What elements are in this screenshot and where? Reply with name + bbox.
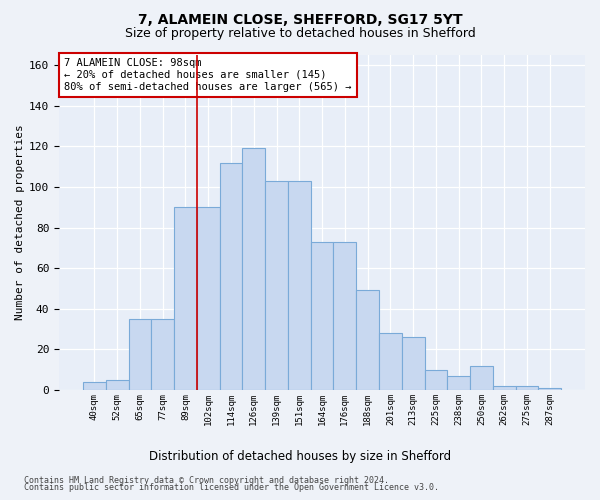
- Text: Size of property relative to detached houses in Shefford: Size of property relative to detached ho…: [125, 28, 475, 40]
- Bar: [356, 290, 379, 390]
- Bar: [220, 162, 242, 390]
- Bar: [515, 386, 538, 390]
- Bar: [311, 242, 334, 390]
- Bar: [128, 319, 151, 390]
- Bar: [106, 380, 128, 390]
- Text: Contains HM Land Registry data © Crown copyright and database right 2024.: Contains HM Land Registry data © Crown c…: [24, 476, 389, 485]
- Bar: [242, 148, 265, 390]
- Bar: [379, 333, 402, 390]
- Bar: [83, 382, 106, 390]
- Bar: [174, 208, 197, 390]
- Bar: [288, 181, 311, 390]
- Bar: [151, 319, 174, 390]
- Text: 7, ALAMEIN CLOSE, SHEFFORD, SG17 5YT: 7, ALAMEIN CLOSE, SHEFFORD, SG17 5YT: [137, 12, 463, 26]
- Bar: [197, 208, 220, 390]
- Y-axis label: Number of detached properties: Number of detached properties: [15, 124, 25, 320]
- Bar: [334, 242, 356, 390]
- Bar: [447, 376, 470, 390]
- Bar: [425, 370, 447, 390]
- Bar: [493, 386, 515, 390]
- Bar: [538, 388, 561, 390]
- Text: Distribution of detached houses by size in Shefford: Distribution of detached houses by size …: [149, 450, 451, 463]
- Bar: [402, 337, 425, 390]
- Bar: [265, 181, 288, 390]
- Text: Contains public sector information licensed under the Open Government Licence v3: Contains public sector information licen…: [24, 484, 439, 492]
- Bar: [470, 366, 493, 390]
- Text: 7 ALAMEIN CLOSE: 98sqm
← 20% of detached houses are smaller (145)
80% of semi-de: 7 ALAMEIN CLOSE: 98sqm ← 20% of detached…: [64, 58, 352, 92]
